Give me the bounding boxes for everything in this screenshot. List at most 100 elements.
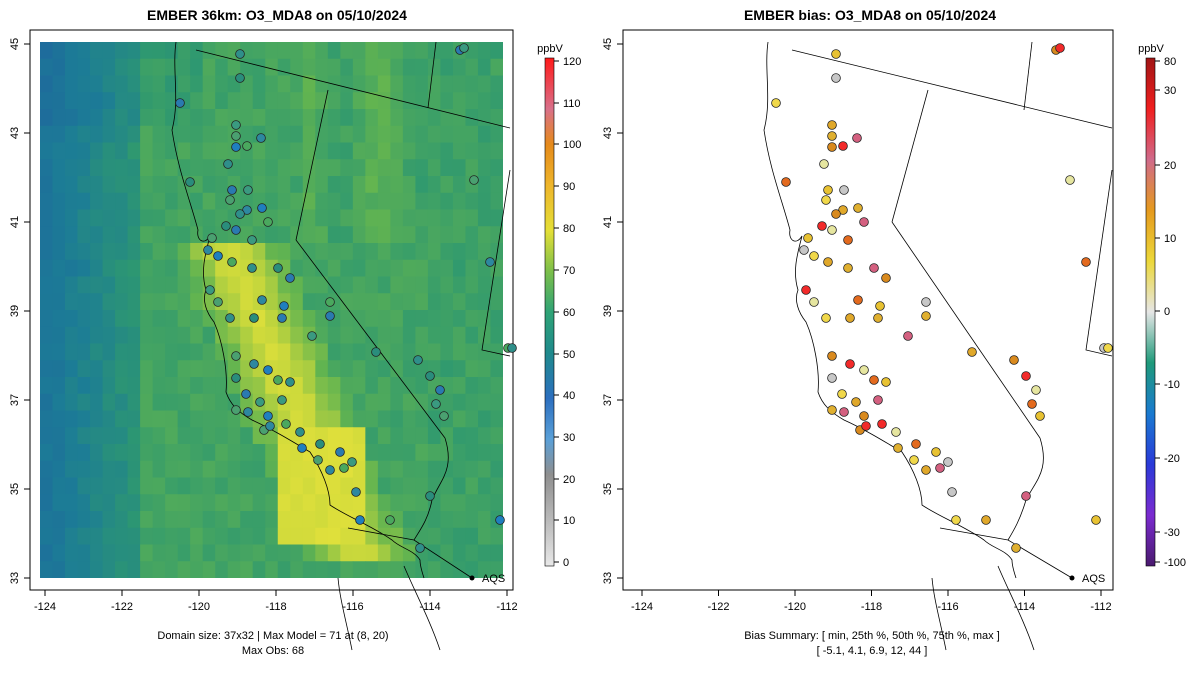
model-grid-cell [202,377,216,395]
model-grid-cell [52,259,66,277]
model-grid-cell [477,544,491,562]
model-grid-cell [440,58,454,76]
model-grid-cell [177,393,191,411]
model-grid-cell [152,393,166,411]
model-grid-cell [477,92,491,110]
model-grid-cell [315,477,329,495]
model-grid-cell [190,75,204,93]
model-grid-cell [40,477,53,495]
model-grid-cell [327,410,341,428]
y-tick-label: 39 [602,305,614,317]
model-grid-cell [165,393,179,411]
model-grid-cell [365,159,379,177]
model-grid-cell [377,109,391,127]
colorbar-tick-label: 30 [563,432,575,444]
right-axes: -124 -122 -120 -118 -116 -114 -112 33 35 37 39 41 43… [602,38,1112,613]
model-grid-cell [240,444,254,462]
right-border-nv-az [1007,437,1044,541]
model-grid-cell [327,343,341,361]
model-grid-cell [390,125,404,143]
model-grid-cell [340,444,354,462]
model-grid-cell [352,159,366,177]
observation-dot [263,217,273,227]
model-grid-cell [377,192,391,210]
model-grid-cell [40,494,53,512]
model-grid-cell [65,259,78,277]
model-grid-cell [90,377,103,395]
model-grid-cell [277,360,291,378]
model-grid-cell [102,42,116,60]
model-grid-cell [402,494,416,512]
model-grid-cell [452,109,466,127]
model-grid-cell [427,410,441,428]
model-grid-cell [465,276,479,294]
model-grid-cell [490,42,503,60]
left-border-ca-nv-diagonal [295,239,446,439]
y-tick-label: 37 [9,394,21,406]
model-grid-cell [115,427,128,445]
observation-dot [435,385,445,395]
model-grid-cell [265,259,279,277]
bias-dot [1055,43,1065,53]
model-grid-cell [477,293,491,311]
model-grid-cell [52,310,66,328]
model-grid-cell [65,75,78,93]
model-grid-cell [102,444,116,462]
model-grid-cell [240,561,254,578]
bias-dot [967,347,977,357]
model-grid-cell [240,494,254,512]
model-grid-cell [340,192,354,210]
model-grid-cell [415,125,429,143]
model-grid-cell [340,226,354,244]
model-grid-cell [490,494,503,512]
model-grid-cell [227,544,241,562]
bias-dot [821,313,831,323]
model-grid-cell [152,75,166,93]
model-grid-cell [302,343,316,361]
model-grid-cell [215,393,229,411]
right-caption-line2: [ -5.1, 4.1, 6.9, 12, 44 ] [817,645,928,657]
model-grid-cell [302,276,316,294]
model-grid-cell [302,75,316,93]
model-grid-cell [340,527,354,545]
bias-dot [827,225,837,235]
model-grid-cell [415,75,429,93]
bias-dot [839,407,849,417]
observation-dot [325,465,335,475]
model-grid-cell [90,444,103,462]
model-grid-cell [102,58,116,76]
model-grid-cell [90,58,103,76]
model-grid-cell [402,226,416,244]
model-grid-cell [427,444,441,462]
model-grid-cell [390,460,404,478]
bias-dot [803,233,813,243]
model-grid-cell [115,176,128,194]
model-grid-cell [477,410,491,428]
model-grid-cell [415,58,429,76]
model-grid-cell [40,142,53,160]
model-grid-cell [215,259,229,277]
model-grid-cell [52,527,66,545]
model-grid-cell [227,427,241,445]
model-grid-cell [427,109,441,127]
bias-dot [845,359,855,369]
model-grid-cell [327,276,341,294]
model-grid-cell [77,75,91,93]
model-grid-cell [302,142,316,160]
model-grid-cell [265,109,279,127]
model-grid-cell [402,561,416,578]
model-grid-cell [265,511,279,529]
model-grid-cell [265,276,279,294]
model-grid-cell [165,511,179,529]
model-grid-cell [252,477,266,495]
model-grid-cell [390,226,404,244]
model-grid-cell [390,360,404,378]
colorbar-tick-label: 10 [563,515,575,527]
model-grid-cell [102,360,116,378]
model-grid-cell [102,276,116,294]
observation-dot [325,297,335,307]
model-grid-cell [140,460,154,478]
model-grid-cell [377,326,391,344]
model-grid-cell [65,494,78,512]
colorbar-tick-label: 100 [563,139,581,151]
